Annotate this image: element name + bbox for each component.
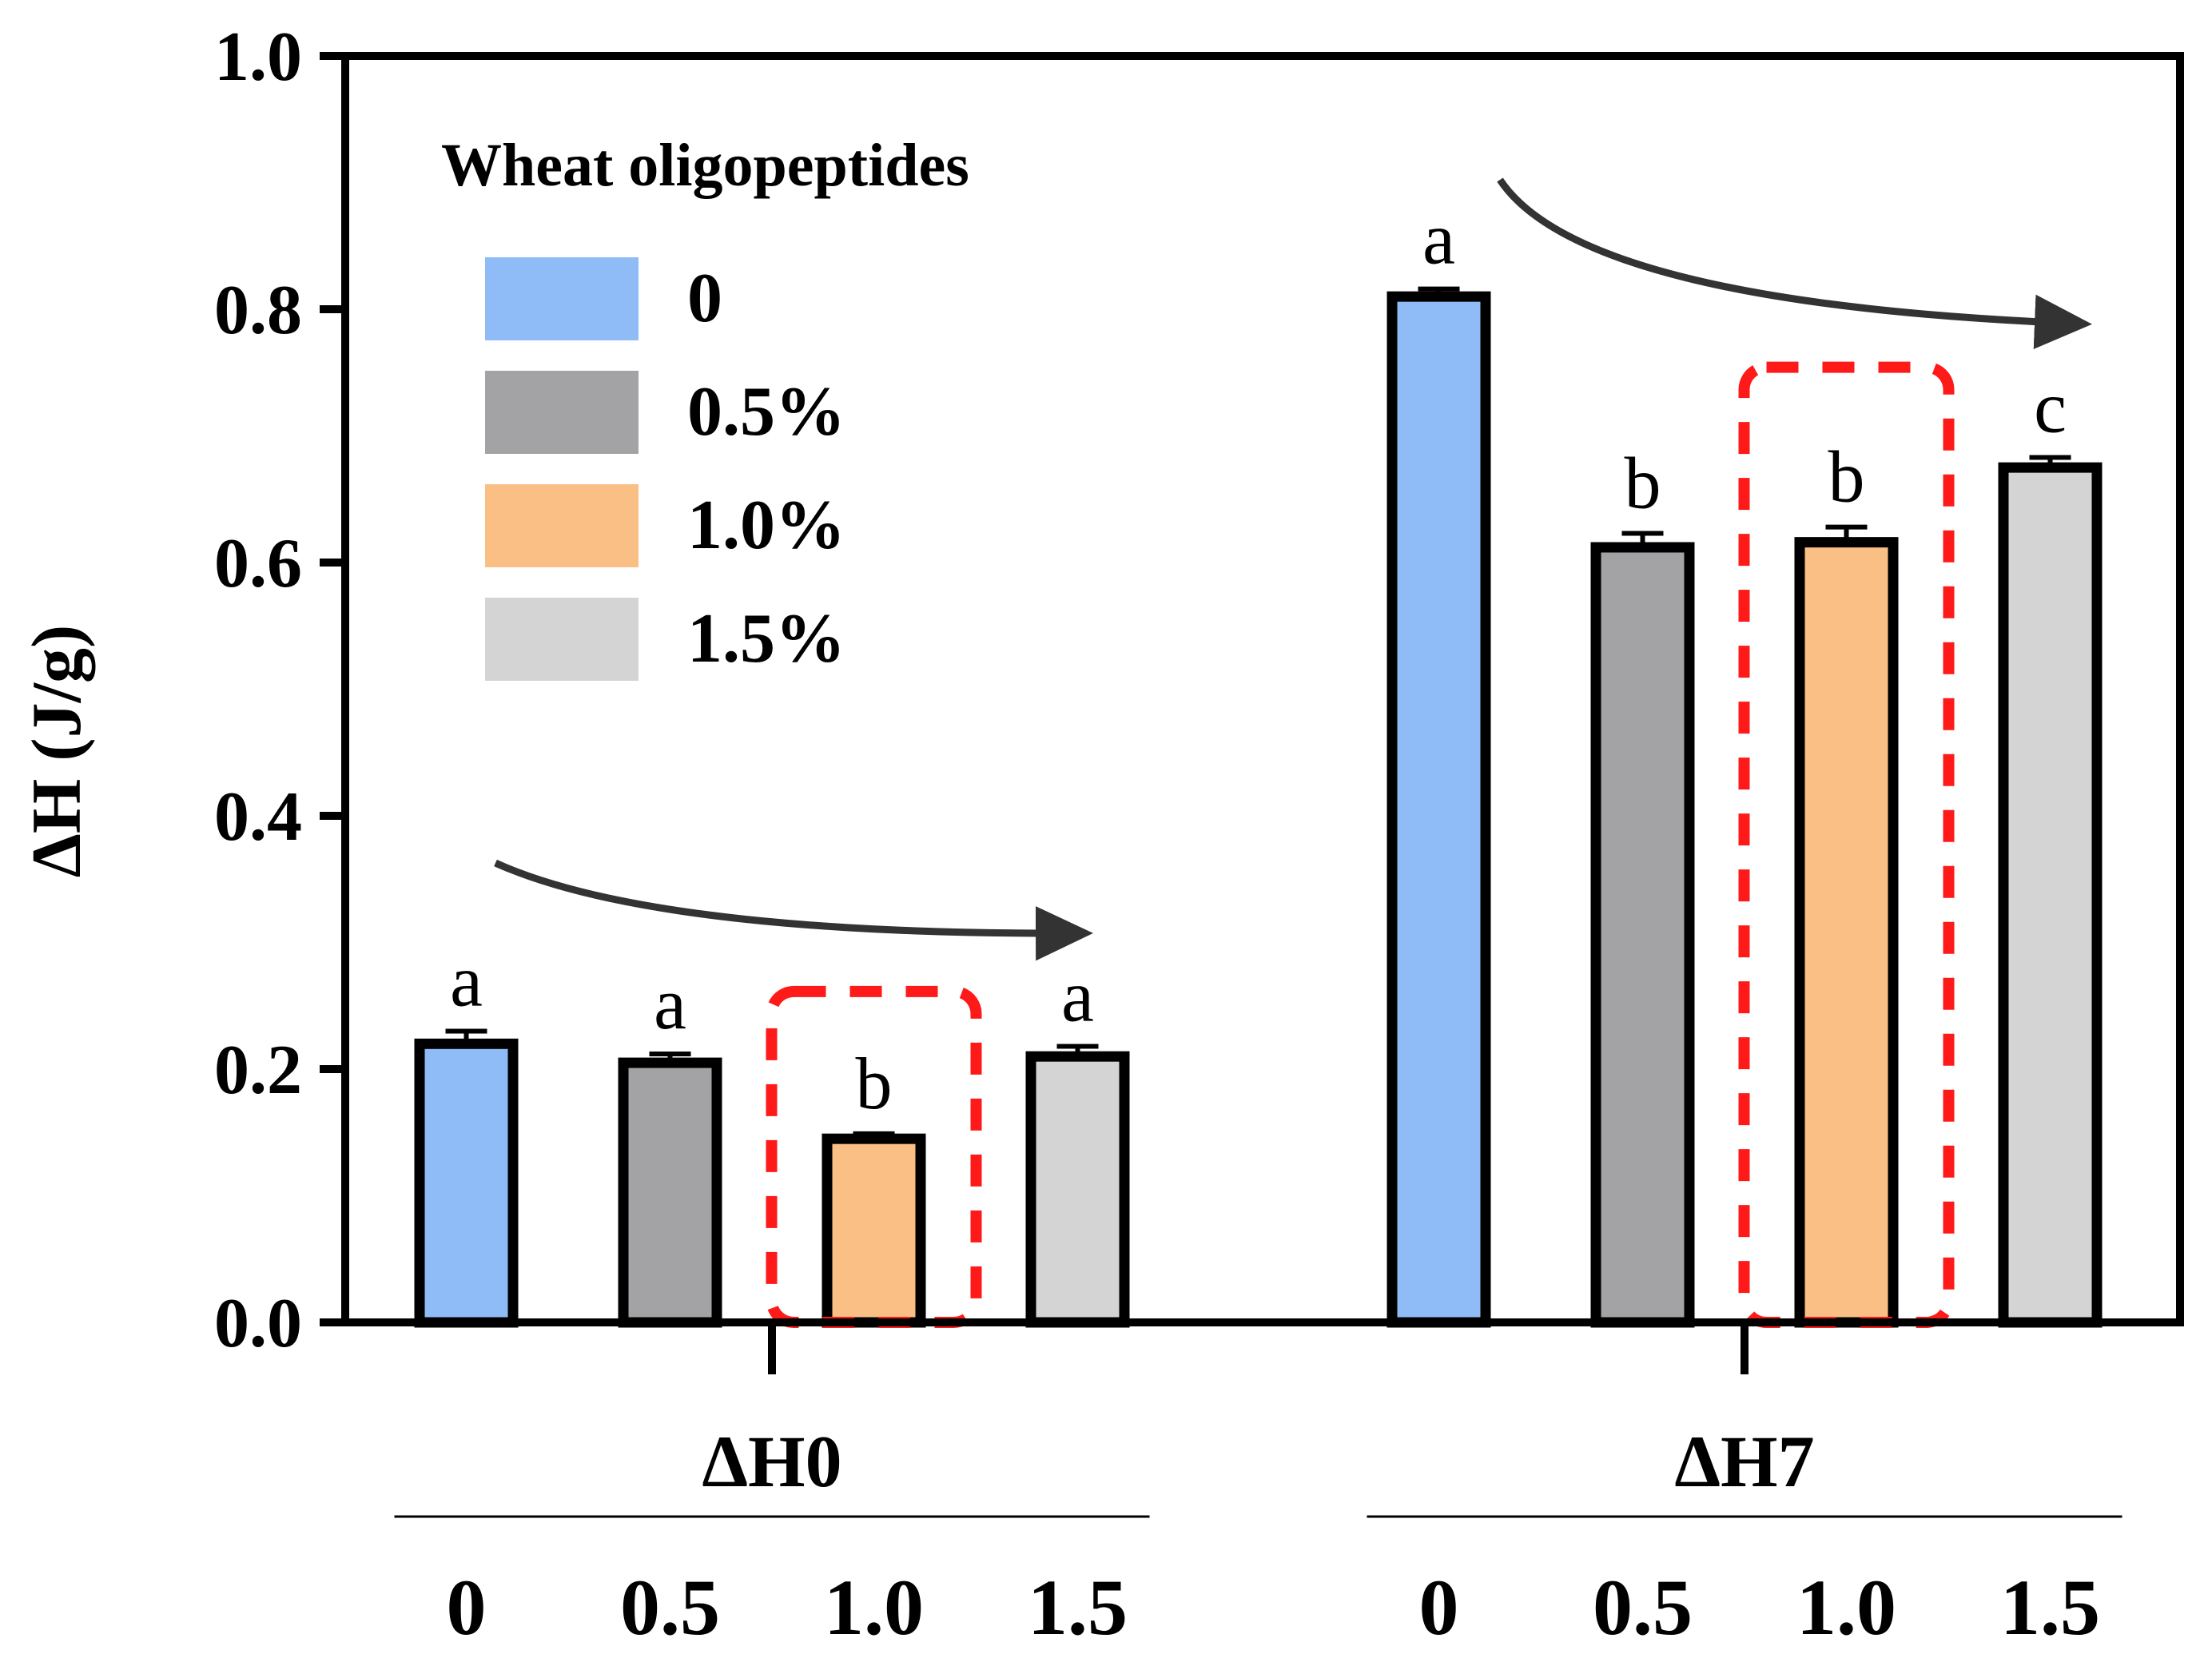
- y-axis-ticks: 0.0 0.2 0.4 0.6 0.8 1.0: [214, 18, 345, 1362]
- x-category-label: 1.0: [1796, 1563, 1896, 1652]
- significance-label: a: [654, 963, 686, 1044]
- legend-swatch: [485, 257, 639, 340]
- significance-label: a: [1061, 955, 1094, 1036]
- legend-label: 0.5%: [687, 373, 845, 451]
- legend: Wheat oligopeptides 0 0.5% 1.0% 1.5%: [441, 132, 969, 681]
- trend-arrow-dh0: [494, 859, 1093, 961]
- y-tick-label: 0.4: [214, 778, 302, 856]
- significance-label: c: [2034, 366, 2067, 447]
- bar: [1386, 291, 1491, 1328]
- y-axis-label: ΔH (J/g): [18, 625, 96, 878]
- significance-label: b: [856, 1043, 893, 1124]
- bar: [1590, 542, 1695, 1328]
- x-category-label: 0.5: [1593, 1563, 1693, 1652]
- group-label: ΔH7: [1674, 1421, 1814, 1502]
- significance-label: b: [1828, 436, 1865, 518]
- legend-title: Wheat oligopeptides: [441, 132, 969, 199]
- legend-swatch: [485, 598, 639, 681]
- legend-entries: 0 0.5% 1.0% 1.5%: [485, 257, 845, 681]
- y-tick-label: 0.2: [214, 1032, 302, 1109]
- highlight-boxes: [766, 361, 1955, 1328]
- legend-swatch: [485, 371, 639, 454]
- plot-frame: [341, 52, 2184, 1326]
- bars: a a b a a b b c: [414, 198, 2103, 1328]
- bar: [618, 1057, 722, 1328]
- x-category-label: 1.0: [824, 1563, 924, 1652]
- bar: [1794, 537, 1899, 1328]
- group-label: ΔH0: [702, 1421, 841, 1502]
- bar: [1025, 1051, 1130, 1328]
- bar: [822, 1133, 926, 1328]
- bar: [414, 1038, 519, 1328]
- y-tick-label: 0.8: [214, 272, 302, 349]
- legend-label: 1.0%: [687, 487, 845, 564]
- legend-label: 0: [687, 260, 722, 337]
- y-tick-label: 1.0: [214, 18, 302, 96]
- significance-label: a: [1422, 198, 1455, 280]
- significance-label: a: [450, 940, 483, 1021]
- x-category-label: 0: [1419, 1563, 1459, 1652]
- x-category-label: 1.5: [2000, 1563, 2100, 1652]
- trend-arrow-dh7: [1497, 177, 2092, 349]
- x-category-label: 0.5: [620, 1563, 720, 1652]
- x-axis-labels: 0 0.5 1.0 1.5 ΔH0 0 0.5 1.0 1.5 ΔH7: [394, 1322, 2122, 1652]
- significance-label: b: [1625, 443, 1661, 524]
- highlight-box: [766, 985, 982, 1328]
- y-tick-label: 0.0: [214, 1285, 302, 1362]
- highlight-box: [1738, 361, 1955, 1328]
- y-tick-label: 0.6: [214, 525, 302, 602]
- legend-label: 1.5%: [687, 600, 845, 678]
- legend-swatch: [485, 484, 639, 567]
- bar: [1998, 462, 2103, 1328]
- x-category-label: 0: [447, 1563, 487, 1652]
- x-category-label: 1.5: [1028, 1563, 1128, 1652]
